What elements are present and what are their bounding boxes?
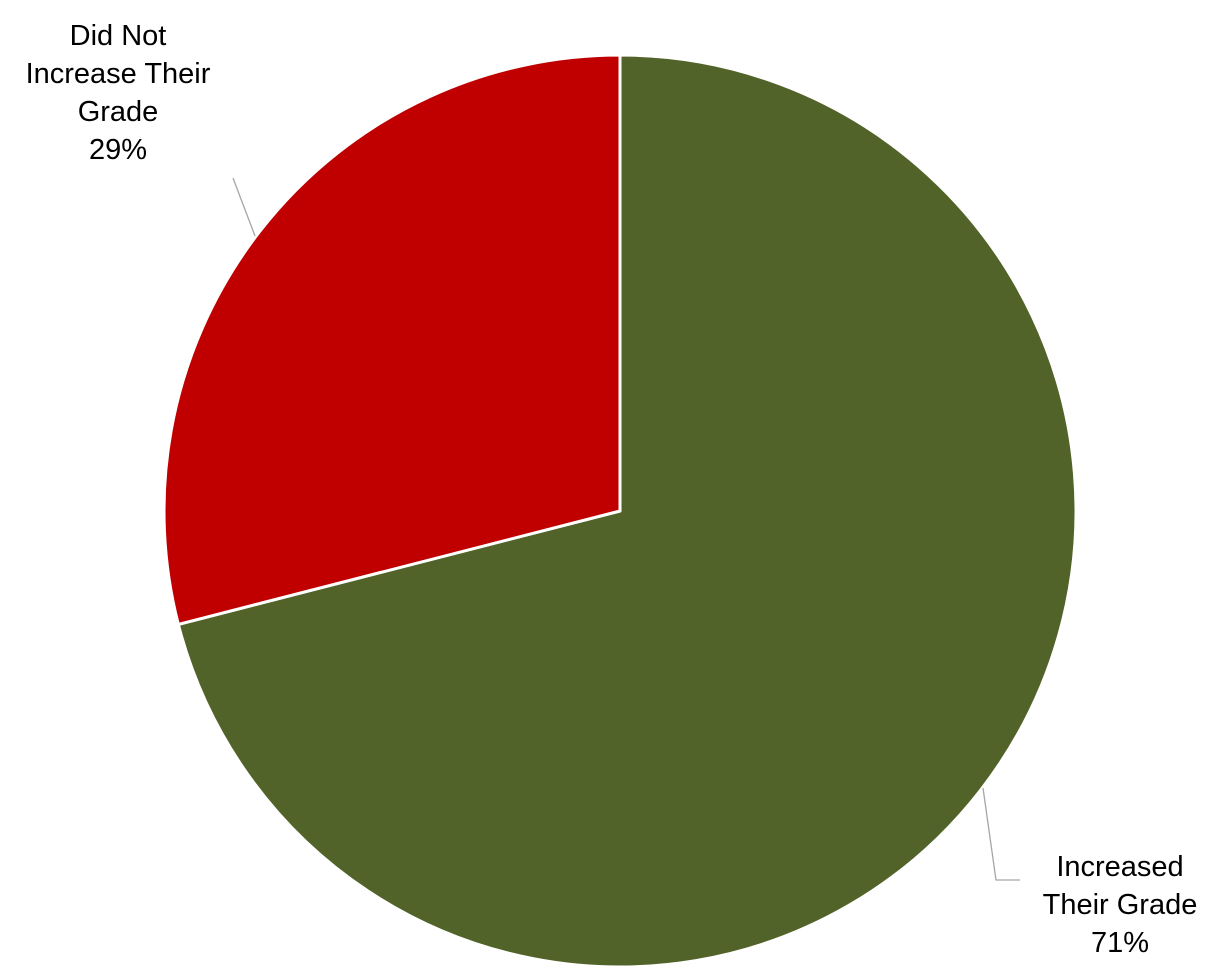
data-label-1: Did Not Increase Their Grade 29% [26, 20, 211, 166]
data-labels-layer: Increased Their Grade 71% Did Not Increase T… [26, 20, 1198, 959]
data-label-category-line: Did Not [70, 20, 167, 52]
leader-line-0 [982, 787, 1020, 881]
data-label-category-line: Their Grade [1043, 889, 1198, 921]
data-label-category-line: Grade [78, 96, 159, 128]
leader-line-1 [232, 177, 256, 237]
data-label-0: Increased Their Grade 71% [1043, 851, 1198, 959]
leader-lines-layer [232, 177, 1020, 881]
data-label-percent: 71% [1091, 927, 1149, 959]
slices-layer [162, 53, 1078, 969]
pie-slice-1 [162, 53, 622, 626]
pie-slice-0 [176, 53, 1078, 969]
data-label-percent: 29% [89, 134, 147, 166]
data-label-category-line: Increased [1056, 851, 1183, 883]
data-label-category-line: Increase Their [26, 58, 211, 90]
